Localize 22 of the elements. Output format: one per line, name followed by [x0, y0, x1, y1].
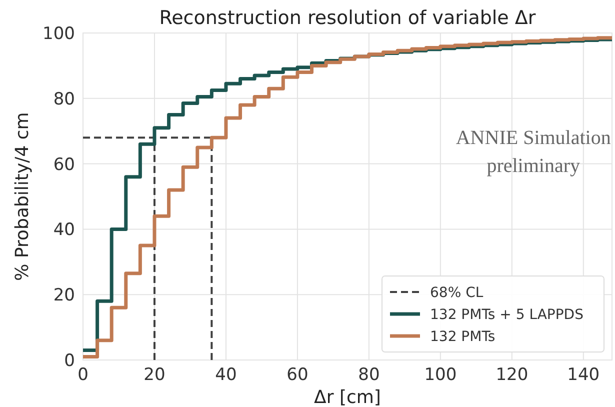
x-tick-label: 40 [215, 365, 237, 385]
x-tick-label: 20 [144, 365, 166, 385]
x-tick-label: 120 [496, 365, 528, 385]
legend-label: 132 PMTs [430, 329, 496, 345]
y-axis-title: % Probability/4 cm [12, 112, 33, 281]
x-axis-title: Δr [cm] [314, 387, 381, 407]
y-tick-label: 100 [42, 24, 75, 44]
y-tick-label: 80 [53, 89, 75, 110]
y-tick-label: 60 [53, 154, 75, 175]
y-tick-label: 0 [64, 351, 75, 371]
annotation: ANNIE Simulation [456, 127, 611, 150]
x-tick-label: 60 [286, 365, 308, 385]
x-tick-label: 0 [78, 365, 88, 385]
legend-label: 132 PMTs + 5 LAPPDS [430, 307, 584, 323]
x-tick-label: 80 [358, 365, 380, 385]
chart-title: Reconstruction resolution of variable Δr [159, 7, 536, 29]
y-tick-label: 20 [53, 286, 75, 306]
annotation: preliminary [486, 155, 580, 178]
y-tick-label: 40 [53, 220, 75, 240]
x-tick-label: 140 [567, 365, 600, 385]
legend-label: 68% CL [430, 285, 484, 301]
x-tick-label: 100 [424, 365, 457, 385]
